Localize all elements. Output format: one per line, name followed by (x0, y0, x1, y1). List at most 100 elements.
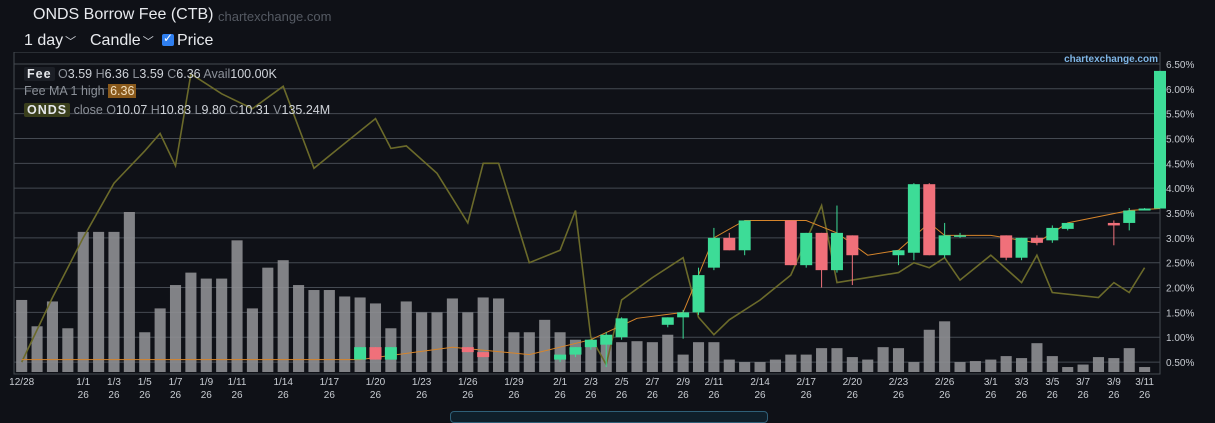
candle-body (369, 347, 382, 360)
volume-bar (369, 303, 382, 372)
candle-body (1046, 227, 1059, 241)
volume-bar (46, 301, 58, 372)
volume-bar (969, 361, 981, 372)
onds-tag: ONDS (24, 103, 71, 117)
x-tick-label: 12/28 (9, 377, 34, 388)
price-checkbox[interactable] (162, 31, 174, 46)
y-tick-label: 6.00% (1166, 85, 1194, 96)
price-toggle[interactable]: Price (162, 31, 213, 50)
time-range-scrollbar[interactable] (450, 411, 768, 423)
x-tick-label: 1/11 (228, 377, 247, 388)
volume-bar (585, 342, 597, 372)
x-tick-label: 1/5 (138, 377, 152, 388)
volume-bar (723, 359, 735, 372)
volume-bar (846, 357, 858, 372)
x-tick-label: 3/1 (984, 377, 998, 388)
y-tick-label: 0.50% (1166, 358, 1194, 369)
chart-type-dropdown[interactable]: Candle ﹀ (90, 32, 154, 50)
volume-bar (231, 240, 243, 372)
fee-open: 3.59 (67, 67, 93, 81)
x-tick-year: 26 (585, 390, 597, 401)
x-tick-year: 26 (1047, 390, 1059, 401)
x-tick-label: 1/23 (412, 377, 432, 388)
volume-bar (1108, 358, 1120, 372)
volume-bar (708, 342, 720, 372)
volume-bar (477, 297, 489, 372)
candle-body (461, 347, 474, 353)
y-tick-label: 5.50% (1166, 110, 1194, 121)
volume-bar (739, 362, 751, 372)
volume-bar (62, 328, 74, 372)
volume-bar (200, 278, 212, 372)
candle-body (692, 275, 705, 313)
y-tick-label: 2.50% (1166, 259, 1194, 270)
volume-bar (1016, 358, 1028, 372)
volume-bar (277, 260, 289, 372)
fee-high: 6.36 (104, 67, 129, 81)
x-tick-label: 2/5 (615, 377, 629, 388)
x-tick-year: 26 (231, 390, 243, 401)
fee-ma-line (21, 208, 1161, 361)
site-watermark[interactable]: chartexchange.com (218, 9, 332, 24)
candlestick-chart[interactable]: 0.50% 1.00% 1.50% 2.00% 2.50% 3.00% 3.50% 4.00%… (0, 52, 1215, 418)
volume-bar (939, 321, 951, 372)
fee-low: 3.59 (139, 67, 164, 81)
y-tick-label: 3.50% (1166, 209, 1194, 220)
candle-body (723, 237, 736, 251)
y-tick-label: 6.50% (1166, 60, 1194, 71)
x-tick-year: 26 (278, 390, 290, 401)
volume-bar (1123, 348, 1135, 372)
x-tick-year: 26 (139, 390, 151, 401)
x-tick-year: 26 (201, 390, 213, 401)
volume-bar (539, 319, 551, 372)
candle-body (615, 318, 628, 338)
candle-body (738, 220, 751, 251)
candle-body (354, 347, 367, 360)
volume-bar (16, 299, 28, 372)
y-tick-label: 1.00% (1166, 333, 1194, 344)
x-tick-year: 26 (754, 390, 766, 401)
volume-bar (877, 347, 889, 372)
x-tick-label: 1/9 (199, 377, 213, 388)
volume-bar (308, 290, 320, 372)
candle-body (677, 312, 690, 318)
volume-bar (554, 332, 566, 372)
candle-body (661, 317, 674, 325)
x-tick-year: 26 (555, 390, 567, 401)
x-tick-label: 2/17 (796, 377, 816, 388)
y-tick-label: 2.00% (1166, 284, 1194, 295)
x-tick-label: 2/3 (584, 377, 598, 388)
volume-bar (800, 354, 812, 372)
ma-label: Fee MA 1 high (24, 84, 105, 98)
candle-body (815, 232, 828, 271)
x-tick-year: 26 (324, 390, 336, 401)
candle-body (554, 354, 567, 360)
volume-bar (169, 285, 182, 372)
x-tick-year: 26 (678, 390, 690, 401)
x-tick-year: 26 (78, 390, 90, 401)
x-tick-year: 26 (708, 390, 720, 401)
x-tick-year: 26 (1016, 390, 1028, 401)
volume-bar (339, 296, 351, 372)
x-tick-year: 26 (108, 390, 120, 401)
volume-bar (677, 354, 689, 372)
volume-bar (293, 285, 305, 372)
candle-body (923, 184, 936, 256)
volume-bar (462, 312, 474, 372)
candle-body (830, 232, 843, 271)
x-tick-year: 26 (893, 390, 905, 401)
x-tick-label: 2/20 (843, 377, 863, 388)
volume-bar (892, 348, 905, 372)
x-tick-label: 2/7 (645, 377, 659, 388)
chevron-down-icon: ﹀ (65, 36, 77, 48)
candle-body (600, 334, 613, 345)
x-tick-label: 2/23 (889, 377, 909, 388)
chevron-down-icon: ﹀ (142, 36, 154, 48)
volume-bar (354, 297, 366, 372)
volume-bar (262, 267, 274, 372)
interval-dropdown[interactable]: 1 day ﹀ (24, 32, 76, 50)
onds-low: 9.80 (201, 103, 226, 117)
candle-body (707, 237, 720, 268)
candle-body (784, 220, 797, 266)
x-tick-year: 26 (985, 390, 997, 401)
